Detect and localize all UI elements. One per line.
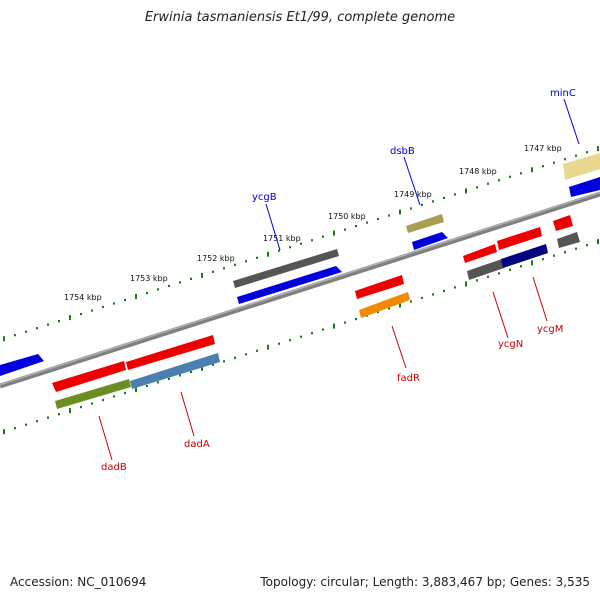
leader-ycgM — [532, 276, 548, 322]
gene-label-ycgB: ycgB — [252, 192, 277, 203]
accession-text: Accession: NC_010694 — [10, 575, 147, 589]
kbp-label-1747: 1747 kbp — [524, 144, 562, 153]
gene-label-minC: minC — [550, 88, 576, 99]
leader-dadB — [98, 415, 113, 461]
kbp-label-1750: 1750 kbp — [328, 212, 366, 221]
leader-ycgB — [265, 203, 281, 251]
gene-arrow-left[interactable] — [0, 354, 44, 376]
genome-backbone — [0, 191, 600, 389]
gene-arrow-minC[interactable] — [569, 177, 600, 197]
gene-arrow-right-1[interactable] — [553, 215, 573, 231]
kbp-label-1754: 1754 kbp — [64, 293, 102, 302]
gene-arrow-dsbB[interactable] — [412, 232, 448, 250]
gene-arrow-ycgM[interactable] — [501, 244, 548, 268]
leader-dsbB — [403, 156, 421, 206]
kbp-label-1752: 1752 kbp — [197, 254, 235, 263]
forward-scale — [3, 146, 599, 342]
gene-arrow-minC-outer[interactable] — [563, 153, 600, 180]
gene-arrow-dadA-outer[interactable] — [130, 353, 220, 389]
gene-arrow-fadR[interactable] — [359, 292, 410, 318]
gene-label-dsbB: dsbB — [390, 146, 415, 157]
gene-arrow-dadB-outer[interactable] — [55, 379, 131, 409]
gene-arrow-dsbB-outer[interactable] — [406, 214, 444, 233]
gene-arrow-ycgN-1[interactable] — [463, 244, 497, 263]
leader-dadA — [180, 391, 195, 437]
genome-backbone-highlight — [0, 191, 600, 386]
gene-arrow-dadB[interactable] — [52, 361, 126, 392]
leader-ycgN — [492, 291, 509, 339]
topology-text: Topology: circular; Length: 3,883,467 bp… — [260, 575, 590, 589]
reverse-scale — [3, 239, 599, 435]
gene-arrow-ycgB[interactable] — [237, 266, 342, 304]
gene-arrow-ycgN[interactable] — [467, 259, 504, 280]
gene-arrow-ycgM-1[interactable] — [497, 227, 542, 250]
gene-label-dadB: dadB — [101, 462, 127, 473]
gene-label-ycgN: ycgN — [498, 339, 523, 350]
kbp-label-1751: 1751 kbp — [263, 234, 301, 243]
gene-arrow-ycgB-outer[interactable] — [233, 249, 339, 288]
gene-label-dadA: dadA — [184, 439, 210, 450]
gene-label-ycgM: ycgM — [537, 324, 563, 335]
gene-arrow-dadA[interactable] — [126, 335, 215, 370]
gene-arrow-fadR-1[interactable] — [355, 275, 404, 299]
map-title: Erwinia tasmaniensis Et1/99, complete ge… — [144, 10, 456, 25]
gene-labels: ycgB dsbB minC dadB dadA fadR ycgN ycgM — [98, 88, 580, 473]
kbp-label-1748: 1748 kbp — [459, 167, 497, 176]
leader-fadR — [391, 325, 407, 369]
leader-minC — [563, 98, 580, 145]
gene-features — [0, 153, 600, 409]
kbp-labels: 1754 kbp 1753 kbp 1752 kbp 1751 kbp 1750… — [64, 144, 562, 302]
gene-label-fadR: fadR — [397, 373, 420, 384]
kbp-label-1749: 1749 kbp — [394, 190, 432, 199]
kbp-label-1753: 1753 kbp — [130, 274, 168, 283]
gene-arrow-right-2[interactable] — [557, 232, 580, 248]
